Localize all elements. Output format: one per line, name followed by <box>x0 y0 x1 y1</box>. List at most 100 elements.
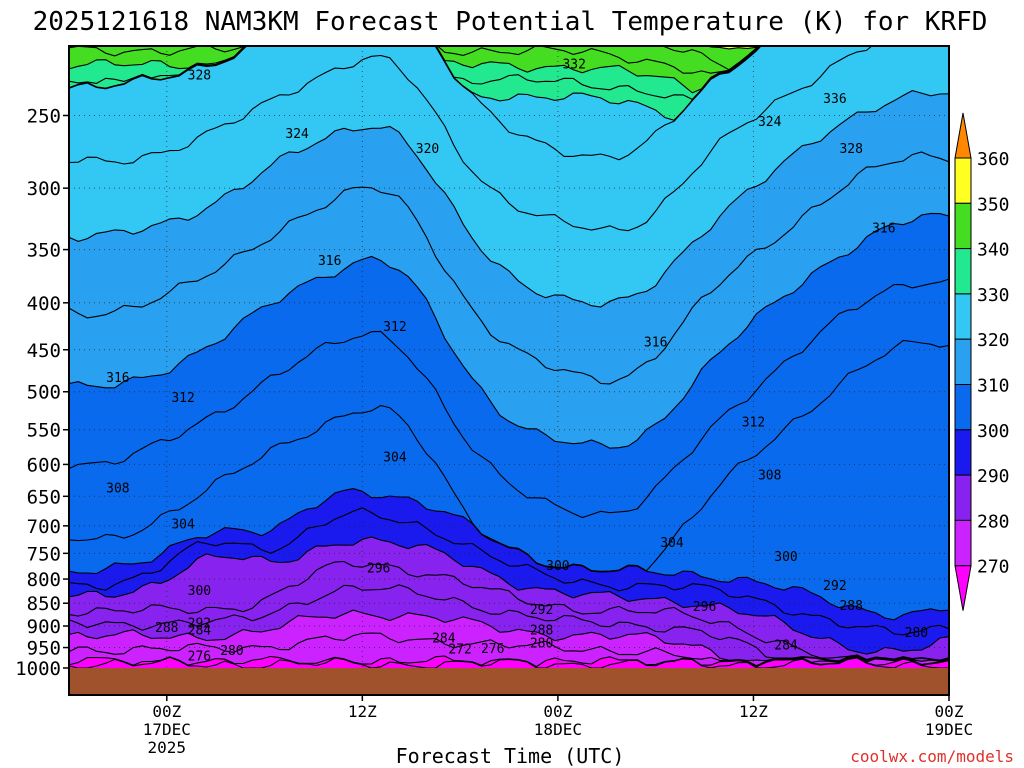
x-axis-label: Forecast Time (UTC) <box>396 744 625 768</box>
colorbar-swatch <box>954 202 972 250</box>
isentrope-300 <box>69 488 949 621</box>
isentrope-label: 276 <box>188 650 211 665</box>
isentrope-label: 300 <box>774 550 797 565</box>
isentrope-label: 300 <box>188 584 211 599</box>
isentrope-label: 320 <box>416 142 439 157</box>
colorbar-label: 310 <box>977 376 1010 397</box>
pressure-axis: 2503003504004505005506006507007508008509… <box>15 105 69 680</box>
isentrope-label: 324 <box>758 115 782 130</box>
colorbar: 360 350 340 330 320 310 300 290 280 270 <box>954 112 1010 611</box>
isentrope-label: 284 <box>432 632 456 647</box>
isentrope-label: 308 <box>758 469 781 484</box>
y-tick-label: 750 <box>27 543 61 565</box>
credit-text: coolwx.com/models <box>850 747 1014 766</box>
isentrope-332 <box>69 46 762 121</box>
fill-band-340 <box>69 46 760 93</box>
isentrope-304 <box>69 339 949 572</box>
isentrope-312 <box>69 212 949 449</box>
y-tick-label: 450 <box>27 340 61 362</box>
x-tick-label: 17DEC <box>143 720 191 739</box>
isentrope-label: 276 <box>481 642 504 657</box>
isentrope-label: 316 <box>872 222 895 237</box>
isentrope-label: 328 <box>188 68 211 83</box>
colorbar-label: 300 <box>977 421 1010 442</box>
colorbar-swatch <box>954 474 972 521</box>
x-tick-label: 18DEC <box>534 720 582 739</box>
isentrope-label: 312 <box>171 391 194 406</box>
colorbar-swatch <box>954 157 972 204</box>
x-tick-label: 12Z <box>739 702 768 721</box>
isentrope-label: 288 <box>530 623 553 638</box>
colorbar-arrow-top <box>954 112 972 159</box>
isentrope-label: 324 <box>285 127 309 142</box>
isentrope-label: 292 <box>188 616 211 631</box>
x-tick-label: 2025 <box>148 738 187 757</box>
colorbar-swatch <box>954 519 972 567</box>
isentrope-label: 280 <box>905 626 928 641</box>
y-tick-label: 700 <box>27 516 61 538</box>
isentrope-label: 304 <box>383 451 407 466</box>
isentrope-label: 296 <box>693 600 716 615</box>
isentrope-label: 272 <box>448 643 471 658</box>
isentrope-336 <box>69 46 761 101</box>
isentrope-label: 308 <box>106 481 129 496</box>
isentrope-328 <box>69 46 762 161</box>
isentrope-label: 288 <box>839 599 862 614</box>
y-tick-label: 500 <box>27 382 61 404</box>
isentrope-label: 304 <box>171 518 195 533</box>
isentrope-label: 292 <box>530 603 553 618</box>
x-tick-label: 00Z <box>152 702 181 721</box>
isentrope-label: 280 <box>220 644 243 659</box>
isentrope-316 <box>69 151 949 385</box>
isentrope-320 <box>69 90 949 308</box>
isentrope-label: 280 <box>530 636 553 651</box>
isentrope-label: 336 <box>823 92 846 107</box>
colorbar-label: 320 <box>977 330 1010 351</box>
colorbar-label: 290 <box>977 466 1010 487</box>
isentrope-340 <box>69 46 761 94</box>
x-tick-label: 00Z <box>543 702 572 721</box>
x-tick-label: 12Z <box>348 702 377 721</box>
fill-band-356 <box>69 36 949 45</box>
isentrope-label: 284 <box>188 623 212 638</box>
chart-title: 2025121618 NAM3KM Forecast Potential Tem… <box>33 7 988 37</box>
isentrope-292 <box>69 536 949 655</box>
y-tick-label: 550 <box>27 420 61 442</box>
colorbar-swatch <box>954 293 972 340</box>
colorbar-label: 360 <box>977 149 1010 170</box>
isentrope-label: 312 <box>742 415 765 430</box>
isentrope-label: 328 <box>839 142 862 157</box>
colorbar-swatch <box>954 384 972 431</box>
isentrope-284 <box>69 584 949 662</box>
x-tick-label: 19DEC <box>925 720 973 739</box>
colorbar-label: 340 <box>977 240 1010 261</box>
colorbar-swatch <box>954 338 972 386</box>
isentrope-label: 292 <box>823 579 846 594</box>
isentrope-label: 316 <box>644 336 667 351</box>
isentrope-label: 316 <box>318 254 341 269</box>
y-tick-label: 350 <box>27 240 61 262</box>
y-tick-label: 950 <box>27 638 61 660</box>
colorbar-arrow-bottom <box>954 565 972 611</box>
y-tick-label: 1000 <box>15 658 61 680</box>
y-tick-label: 250 <box>27 105 61 127</box>
y-tick-label: 900 <box>27 616 61 638</box>
colorbar-label: 270 <box>977 557 1010 578</box>
isentrope-344 <box>69 46 760 74</box>
y-tick-label: 300 <box>27 178 61 200</box>
y-tick-label: 650 <box>27 486 61 508</box>
colorbar-label: 330 <box>977 285 1010 306</box>
isentrope-296 <box>69 507 949 636</box>
grid <box>69 46 950 668</box>
y-tick-label: 600 <box>27 454 61 476</box>
colorbar-swatch <box>954 429 972 476</box>
colorbar-label: 280 <box>977 511 1010 532</box>
isentrope-label: 288 <box>155 621 178 636</box>
isentrope-288 <box>69 560 949 661</box>
x-tick-label: 00Z <box>935 702 964 721</box>
isentrope-label: 304 <box>660 536 684 551</box>
isentrope-label: 316 <box>106 371 129 386</box>
y-tick-label: 850 <box>27 593 61 615</box>
